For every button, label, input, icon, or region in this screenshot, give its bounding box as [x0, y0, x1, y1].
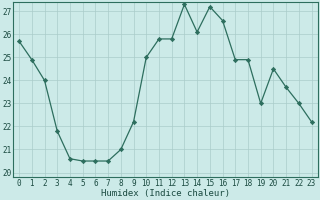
X-axis label: Humidex (Indice chaleur): Humidex (Indice chaleur): [101, 189, 230, 198]
